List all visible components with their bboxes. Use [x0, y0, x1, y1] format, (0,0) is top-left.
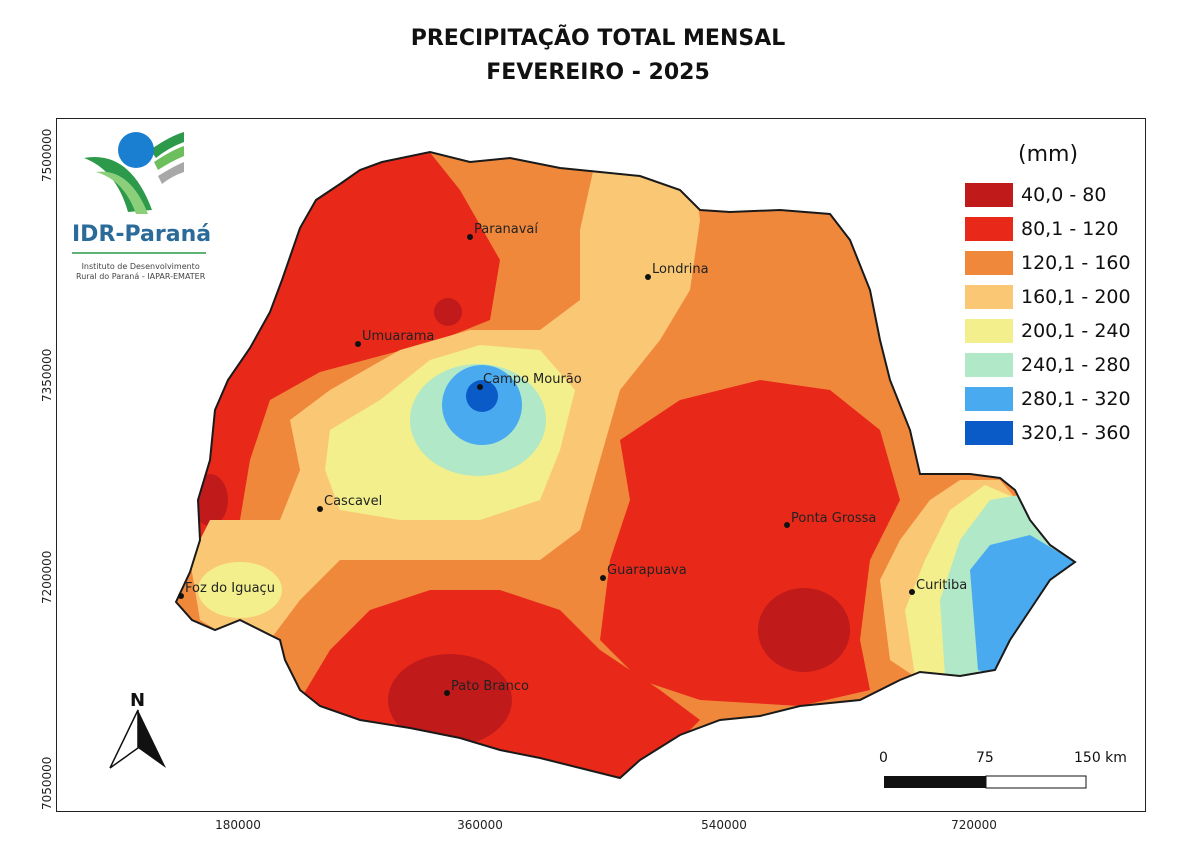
legend-swatch [965, 183, 1013, 207]
scale-label-150: 150 km [1074, 750, 1127, 766]
city-dot-campo-mourao [477, 384, 483, 390]
city-label-campo-mourao: Campo Mourão [483, 372, 582, 387]
legend-label: 240,1 - 280 [1021, 354, 1131, 376]
legend-item: 200,1 - 240 [965, 318, 1131, 344]
city-label-paranavai: Paranavaí [474, 222, 539, 237]
legend-item: 320,1 - 360 [965, 420, 1131, 446]
legend-item: 240,1 - 280 [965, 352, 1131, 378]
precipitation-zones [176, 152, 1075, 778]
zone-80-120-east [600, 380, 900, 706]
legend-swatch [965, 387, 1013, 411]
north-arrow-label: N [130, 690, 146, 711]
city-dot-guarapuava [600, 575, 606, 581]
zone-320-360 [466, 380, 498, 412]
logo-subtitle: Instituto de Desenvolvimento Rural do Pa… [76, 262, 205, 282]
idr-logo-graphic [72, 132, 206, 254]
north-arrow [109, 709, 166, 769]
legend-label: 80,1 - 120 [1021, 218, 1119, 240]
x-tick-180000: 180000 [215, 818, 261, 832]
city-label-curitiba: Curitiba [916, 578, 968, 593]
legend-item: 280,1 - 320 [965, 386, 1131, 412]
map-title-line2: FEVEREIRO - 2025 [486, 60, 710, 85]
city-dot-curitiba [909, 589, 915, 595]
scale-label-75: 75 [976, 750, 994, 766]
city-label-umuarama: Umuarama [362, 329, 435, 344]
legend-swatch [965, 319, 1013, 343]
city-dot-londrina [645, 274, 651, 280]
map-title-line1: PRECIPITAÇÃO TOTAL MENSAL [410, 26, 786, 51]
legend-label: 160,1 - 200 [1021, 286, 1131, 308]
scale-label-0: 0 [879, 750, 888, 766]
legend-label: 40,0 - 80 [1021, 184, 1107, 206]
x-tick-540000: 540000 [701, 818, 747, 832]
city-label-londrina: Londrina [652, 262, 709, 277]
city-label-pato-branco: Pato Branco [451, 679, 529, 694]
legend-unit: (mm) [1018, 142, 1079, 167]
legend-label: 320,1 - 360 [1021, 422, 1131, 444]
city-label-foz-do-iguacu: Foz do Iguaçu [185, 581, 275, 596]
zone-200-240-foz [198, 562, 282, 618]
city-dot-paranavai [467, 234, 473, 240]
zone-40-80-south [388, 654, 512, 746]
legend-swatch [965, 285, 1013, 309]
city-dot-umuarama [355, 341, 361, 347]
legend-item: 80,1 - 120 [965, 216, 1119, 242]
legend-swatch [965, 251, 1013, 275]
logo-subtitle-line2: Rural do Paraná - IAPAR-EMATER [76, 272, 206, 281]
state-boundary [174, 150, 1077, 780]
zone-40-80-north [434, 298, 462, 326]
legend-label: 120,1 - 160 [1021, 252, 1131, 274]
legend-item: 120,1 - 160 [965, 250, 1131, 276]
legend-swatch [965, 217, 1013, 241]
legend-swatch [965, 353, 1013, 377]
x-tick-720000: 720000 [951, 818, 997, 832]
city-dot-foz-do-iguacu [178, 593, 184, 599]
logo-subtitle-line1: Instituto de Desenvolvimento [81, 262, 200, 271]
zone-280-320-east [970, 535, 1075, 676]
city-dot-pato-branco [444, 690, 450, 696]
city-dot-ponta-grossa [784, 522, 790, 528]
legend-swatch [965, 421, 1013, 445]
legend-item: 160,1 - 200 [965, 284, 1131, 310]
logo-name: IDR-Paraná [72, 222, 212, 247]
x-tick-360000: 360000 [457, 818, 503, 832]
zone-40-80-east [758, 588, 850, 672]
city-label-guarapuava: Guarapuava [607, 563, 687, 578]
legend-item: 40,0 - 80 [965, 182, 1106, 208]
city-dot-cascavel [317, 506, 323, 512]
city-label-ponta-grossa: Ponta Grossa [791, 511, 877, 526]
legend-label: 200,1 - 240 [1021, 320, 1131, 342]
city-label-cascavel: Cascavel [324, 494, 383, 509]
legend-label: 280,1 - 320 [1021, 388, 1131, 410]
scale-bar [884, 775, 1087, 789]
